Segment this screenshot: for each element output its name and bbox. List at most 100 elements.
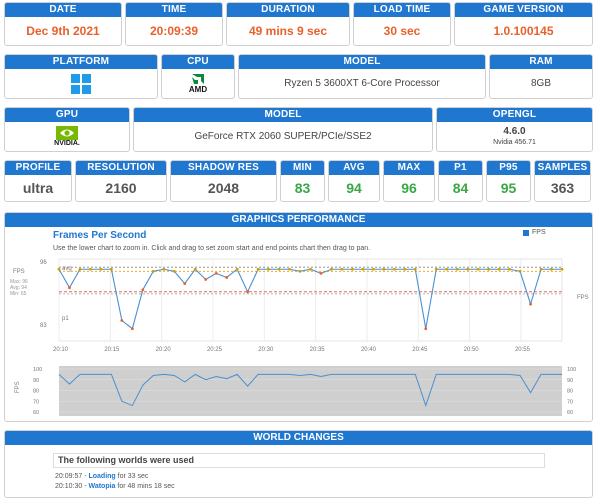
fps-data-point bbox=[130, 327, 134, 331]
fps-data-point bbox=[193, 267, 197, 271]
samples-cell: SAMPLES 363 bbox=[534, 160, 591, 202]
main-x-tick: 20:20 bbox=[156, 347, 172, 353]
fps-data-point bbox=[455, 267, 459, 271]
date-cell: DATE Dec 9th 2021 bbox=[4, 2, 122, 46]
gpu-label: GPU bbox=[5, 108, 129, 122]
windows-icon bbox=[71, 73, 91, 94]
fps-data-point bbox=[497, 267, 501, 271]
chart-title: Frames Per Second bbox=[53, 230, 147, 241]
load-time-value: 30 sec bbox=[383, 24, 421, 38]
main-x-tick: 20:45 bbox=[412, 347, 428, 353]
p95-label: P95 bbox=[487, 161, 530, 175]
max-cell: MAX 96 bbox=[383, 160, 435, 202]
gpu-cell: GPU NVIDIA. bbox=[4, 107, 130, 152]
amd-arrow-icon bbox=[192, 74, 204, 84]
fps-data-point bbox=[214, 271, 218, 275]
gpu-model-label: MODEL bbox=[134, 108, 432, 122]
hardware-row: PLATFORM CPU AMD MODEL Ryzen 5 3600XT 6-… bbox=[4, 54, 593, 99]
fps-data-point bbox=[529, 302, 532, 306]
main-x-tick: 20:25 bbox=[207, 347, 223, 353]
fps-data-point bbox=[434, 267, 438, 271]
y-axis-label-left: FPS bbox=[13, 269, 25, 275]
fps-data-point bbox=[267, 267, 270, 271]
fps-data-point bbox=[487, 267, 491, 271]
navigator-series-line bbox=[58, 373, 562, 408]
fps-data-point bbox=[288, 267, 291, 271]
navigator-selection[interactable] bbox=[59, 366, 562, 416]
samples-value: 363 bbox=[550, 180, 575, 196]
resolution-cell: RESOLUTION 2160 bbox=[75, 160, 167, 202]
profile-label: PROFILE bbox=[5, 161, 71, 175]
fps-chart[interactable]: FPS Max: 96 Avg: 94 Min: 65 FPS 96 83 av… bbox=[5, 229, 593, 419]
fps-data-point bbox=[68, 286, 71, 290]
fps-data-point bbox=[141, 288, 145, 292]
gpu-model-value: GeForce RTX 2060 SUPER/PCIe/SSE2 bbox=[194, 131, 372, 142]
fps-data-point bbox=[309, 267, 312, 271]
stat-avg: Avg: 94 bbox=[10, 285, 27, 291]
fps-data-point bbox=[508, 267, 512, 271]
world-entry-duration: for 33 sec bbox=[115, 473, 149, 480]
main-x-tick: 20:30 bbox=[258, 347, 274, 353]
cpu-cell: CPU AMD bbox=[161, 54, 235, 99]
fps-data-point bbox=[413, 267, 417, 271]
settings-stats-row: PROFILE ultra RESOLUTION 2160 SHADOW RES… bbox=[4, 160, 591, 202]
date-value: Dec 9th 2021 bbox=[26, 24, 100, 38]
world-entry-time: 20:10:30 bbox=[55, 483, 83, 490]
world-entry-0: 20:09:57 - Loading for 33 sec bbox=[55, 473, 148, 480]
cpu-model-cell: MODEL Ryzen 5 3600XT 6-Core Processor bbox=[238, 54, 486, 99]
opengl-value: 4.6.0 Nvidia 456.71 bbox=[437, 122, 592, 151]
fps-data-point bbox=[550, 267, 553, 271]
opengl-label: OPENGL bbox=[437, 108, 592, 122]
world-changes-title: The following worlds were used bbox=[53, 453, 545, 468]
p95-cell: P95 95 bbox=[486, 160, 531, 202]
avg-cell: AVG 94 bbox=[328, 160, 380, 202]
p1-value: 84 bbox=[452, 180, 469, 196]
ram-cell: RAM 8GB bbox=[489, 54, 593, 99]
min-cell: MIN 83 bbox=[280, 160, 325, 202]
fps-data-point bbox=[235, 267, 239, 271]
main-plot-frame bbox=[58, 258, 563, 342]
fps-data-point bbox=[225, 276, 229, 279]
fps-data-point bbox=[172, 269, 176, 273]
chart-legend[interactable]: FPS bbox=[523, 229, 546, 236]
main-x-tick: 20:50 bbox=[464, 347, 480, 353]
fps-data-point bbox=[183, 282, 187, 285]
fps-data-point bbox=[151, 269, 155, 273]
fps-data-point bbox=[392, 267, 396, 271]
fps-data-point bbox=[424, 327, 428, 331]
fps-data-point bbox=[340, 267, 344, 271]
shadow-res-label: SHADOW RES bbox=[171, 161, 276, 175]
p95-value: 95 bbox=[500, 180, 517, 196]
game-version-value: 1.0.100145 bbox=[493, 24, 554, 38]
duration-value: 49 mins 9 sec bbox=[248, 24, 328, 38]
fps-data-point bbox=[351, 267, 354, 271]
graphics-performance-header: GRAPHICS PERFORMANCE bbox=[5, 213, 592, 227]
world-entry-sep: - bbox=[82, 483, 89, 490]
y-tick-96: 96 bbox=[40, 260, 47, 266]
fps-data-point bbox=[256, 267, 260, 271]
time-cell: TIME 20:09:39 bbox=[125, 2, 223, 46]
fps-data-point bbox=[330, 267, 333, 271]
fps-data-point bbox=[162, 267, 166, 271]
navigator-y-tick-right: 60 bbox=[567, 410, 573, 416]
fps-data-point bbox=[518, 269, 522, 273]
navigator-y-tick: 90 bbox=[33, 378, 39, 384]
opengl-driver: Nvidia 456.71 bbox=[493, 138, 536, 146]
legend-swatch bbox=[523, 229, 529, 236]
nvidia-logo: NVIDIA. bbox=[5, 122, 129, 151]
main-x-tick: 20:55 bbox=[515, 347, 531, 353]
max-value: 96 bbox=[401, 180, 417, 196]
navigator-y-tick-right: 70 bbox=[567, 399, 573, 405]
session-info-row: DATE Dec 9th 2021 TIME 20:09:39 DURATION… bbox=[4, 2, 593, 46]
fps-data-point bbox=[120, 319, 124, 322]
resolution-value: 2160 bbox=[105, 180, 137, 196]
world-entry-time: 20:09:57 bbox=[55, 473, 83, 480]
world-changes-panel: WORLD CHANGES The following worlds were … bbox=[4, 430, 593, 498]
gpu-row: GPU NVIDIA. MODEL GeForce RTX 2060 SUPER… bbox=[4, 107, 593, 152]
stat-max: Max: 96 bbox=[10, 279, 28, 285]
game-version-label: GAME VERSION bbox=[455, 3, 592, 17]
game-version-cell: GAME VERSION 1.0.100145 bbox=[454, 2, 593, 46]
world-changes-header: WORLD CHANGES bbox=[5, 431, 592, 445]
fps-series-line bbox=[58, 268, 562, 330]
navigator-y-tick: 70 bbox=[33, 399, 39, 405]
